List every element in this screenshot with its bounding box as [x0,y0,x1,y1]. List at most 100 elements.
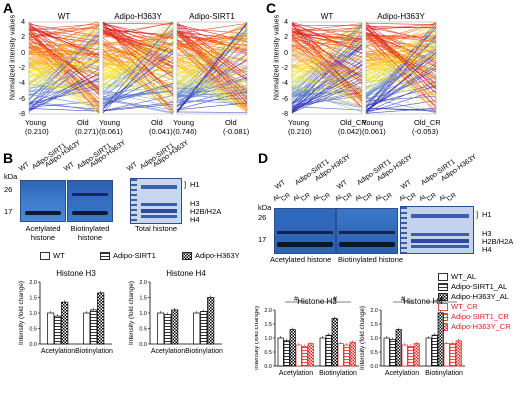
trend-line [365,23,437,58]
chart-title: Histone H4 [166,269,206,278]
trend-line [102,22,174,35]
chart-title: Histone H3 [56,269,96,278]
y-tick-label: 0.0 [139,342,147,348]
trend-line [291,23,363,54]
right-timepoint-label: Old_CR [414,118,441,127]
lane-group-label: WT [335,179,349,191]
bracket-mark: ] [476,210,479,219]
trend-line [28,75,100,112]
trend-line [365,24,437,114]
y-tick-label: -2 [18,65,25,72]
trend-line [102,53,174,96]
trend-line [102,21,174,68]
trend-line [365,68,437,111]
panel-b-charts: Histone H3 0.0 0.5 1.0 1.5 2.0 Intensity (fold… [18,269,223,355]
significance-mark: # [401,296,405,303]
trend-line [102,99,174,111]
bar [425,337,432,367]
panel-d-mw-17: 17 [258,235,267,244]
bar [337,343,344,367]
category-label: Biotinylation [319,370,357,377]
legend-label: WT_AL [451,272,477,281]
trend-line [102,90,174,100]
y-tick-label: 2.0 [139,280,147,286]
panel-b-blot-label-total: Total histone [134,224,178,233]
group-title: Adipo-H363Y [377,12,425,21]
trend-line [365,39,437,53]
trend-line [291,72,363,109]
lane-sub-label: CR [279,191,292,203]
trend-line [291,64,363,113]
trend-line [365,22,437,44]
trend-line [28,28,100,63]
trend-line [176,22,248,76]
trend-line [102,103,174,112]
right-timepoint-label: Old [225,118,237,127]
group-title: Adipo-H363Y [114,12,162,21]
trend-line [176,80,248,94]
left-timepoint-label: Young [173,118,194,127]
trend-line [291,27,363,32]
y-tick-label: 0.0 [370,364,378,370]
y-tick-label: 2 [21,34,25,42]
trend-line [176,111,248,113]
trend-line [102,57,174,96]
trend-line [176,28,248,83]
bar [301,346,308,367]
trend-line [291,31,363,47]
trend-line [365,66,437,96]
lane-sub-label: CR [319,191,332,203]
trend-line [291,57,363,63]
trend-line [176,60,248,99]
y-tick-label: -8 [18,111,25,118]
y-tick-label: 1.0 [29,311,37,317]
plot-frame [176,21,248,115]
right-timepoint-value: (0.042) [338,127,362,136]
trend-line [102,44,174,58]
trend-line [102,85,174,88]
y-axis-label: Intensity (fold change) [128,281,135,345]
left-timepoint-value: (0.061) [99,127,123,136]
bar [295,344,302,367]
trend-line [28,86,100,95]
bar [443,343,450,367]
legend-swatch [182,252,192,260]
trend-line [365,33,437,108]
panel-letter-b: B [3,150,14,166]
trend-line [28,59,100,67]
trend-line [365,36,437,99]
histone-label: H3 [190,199,200,208]
y-tick-label: 1.5 [139,296,147,302]
bar [449,343,456,367]
trend-line [28,56,100,110]
trend-line [28,103,100,110]
trend-line [291,50,363,93]
trend-line [291,59,363,94]
bar [61,301,69,345]
y-tick-label: 1.5 [29,296,37,302]
trend-line [176,68,248,106]
trend-line [291,74,363,83]
trend-line [176,23,248,114]
right-timepoint-label: Old [151,118,163,127]
trend-line [291,85,363,98]
y-tick-label: -6 [281,95,288,103]
plot-frame [28,21,100,115]
legend-label: Adipo-H363Y_AL [451,292,509,301]
y-tick-label: -6 [18,95,25,103]
group-title: Adipo-SIRT1 [189,12,235,21]
bar [289,329,296,367]
bar [383,337,390,367]
trend-line [291,43,363,81]
trend-line [291,34,363,77]
y-tick-label: -2 [281,65,288,72]
trend-line [365,47,437,81]
trend-line [291,44,363,104]
trend-line [365,80,437,113]
total-histone-blot-b [130,178,182,224]
trend-line [176,99,248,105]
trend-line [291,32,363,43]
trend-line [291,29,363,97]
category-label: Biotinylation [425,370,463,377]
panel-c-lines [291,21,437,115]
